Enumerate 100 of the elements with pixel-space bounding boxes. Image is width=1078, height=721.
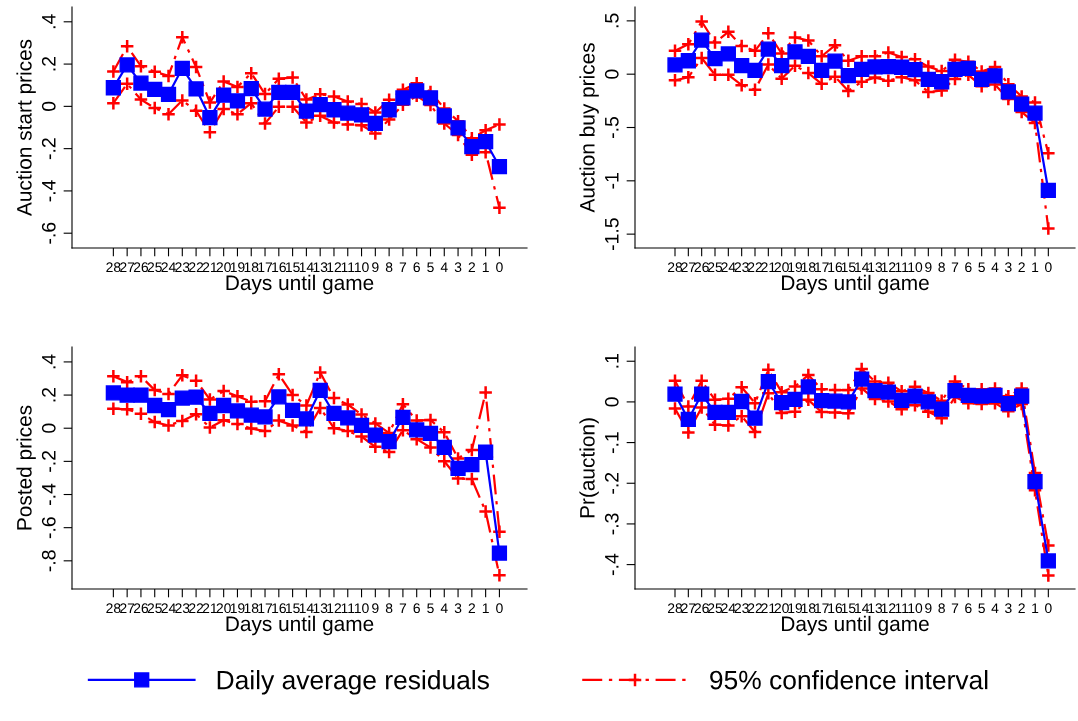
y-tick-label: -.2 (41, 451, 56, 472)
x-tick-label: 26 (694, 262, 709, 273)
x-tick-label: 1 (1032, 262, 1039, 272)
x-tick-label: 3 (454, 262, 462, 273)
x-tick-label: 16 (828, 262, 843, 273)
x-tick-label: 6 (965, 603, 972, 614)
x-tick-label: 0 (496, 603, 503, 614)
x-tick-label: 12 (881, 603, 896, 613)
x-tick-label: 26 (133, 603, 149, 614)
x-tick-label: 11 (895, 262, 909, 272)
x-tick-label: 6 (413, 603, 420, 614)
x-tick-label: 3 (1005, 262, 1012, 273)
legend-label: 95% confidence interval (710, 670, 988, 690)
x-axis-title: Days until game (226, 274, 374, 295)
y-tick-label: .1 (605, 354, 619, 368)
y-tick-label: -.8 (41, 550, 56, 572)
y-tick-label: 0 (41, 423, 56, 433)
x-tick-label: 8 (385, 262, 393, 273)
x-tick-label: 11 (341, 603, 355, 613)
x-tick-label: 20 (216, 262, 231, 273)
x-tick-label: 1 (482, 603, 489, 613)
x-tick-label: 3 (454, 603, 462, 614)
y-tick-label: 0 (41, 101, 56, 112)
x-tick-label: 12 (327, 603, 341, 613)
y-axis-title: Pr(auction) (579, 418, 599, 518)
x-tick-label: 19 (230, 603, 245, 614)
x-tick-label: 1 (1032, 603, 1039, 613)
x-tick-label: 4 (440, 262, 448, 272)
y-tick-label: -.6 (41, 517, 56, 539)
x-tick-label: 14 (855, 262, 869, 272)
x-tick-label: 17 (258, 603, 273, 613)
y-tick-label: .2 (41, 387, 56, 402)
x-tick-label: 22 (747, 262, 763, 272)
x-tick-label: 22 (747, 603, 763, 613)
x-tick-label: 7 (399, 262, 407, 272)
y-tick-label: -.4 (42, 180, 56, 202)
x-axis-title: Days until game (782, 615, 929, 636)
x-tick-label: 22 (189, 262, 204, 272)
x-tick-label: 10 (354, 262, 369, 273)
x-tick-label: 0 (1045, 603, 1052, 614)
x-tick-label: 26 (133, 262, 149, 273)
x-tick-label: 21 (761, 262, 776, 272)
x-tick-label: 6 (965, 262, 972, 273)
y-tick-label: -.2 (41, 138, 56, 160)
x-tick-label: 8 (938, 603, 945, 614)
x-tick-label: 27 (681, 262, 696, 272)
x-tick-label: 20 (216, 603, 231, 614)
x-tick-label: 15 (841, 262, 856, 273)
legend-label: Daily average residuals (217, 670, 489, 695)
x-tick-label: 4 (991, 603, 999, 613)
x-tick-label: 10 (908, 262, 923, 273)
x-tick-label: 2 (1018, 262, 1025, 272)
x-tick-label: 5 (427, 262, 434, 273)
y-axis-title: Auction buy prices (579, 43, 599, 213)
x-tick-label: 13 (313, 603, 328, 614)
x-tick-label: 20 (774, 603, 789, 614)
x-tick-label: 11 (895, 603, 909, 613)
x-tick-label: 27 (120, 603, 135, 613)
y-tick-label: -.4 (605, 553, 619, 576)
x-tick-label: 9 (372, 603, 379, 614)
x-tick-label: 21 (202, 262, 217, 272)
x-tick-label: 5 (978, 603, 985, 614)
x-tick-label: 15 (841, 603, 856, 614)
x-tick-label: 28 (667, 262, 683, 273)
x-tick-label: 17 (815, 603, 829, 613)
x-tick-label: 18 (801, 262, 816, 273)
x-tick-label: 25 (147, 262, 162, 273)
x-tick-label: 14 (855, 603, 869, 613)
y-tick-label: -.2 (604, 472, 619, 494)
x-tick-label: 28 (106, 262, 121, 273)
y-axis-title: Auction start prices (16, 39, 36, 217)
y-tick-label: .4 (42, 14, 56, 29)
x-tick-label: 26 (694, 603, 709, 614)
x-tick-label: 14 (299, 262, 314, 272)
x-tick-label: 13 (868, 262, 883, 273)
x-tick-label: 13 (868, 603, 883, 614)
x-tick-label: 27 (120, 262, 135, 272)
x-tick-label: 24 (721, 603, 736, 613)
y-axis-title: Posted prices (16, 405, 36, 530)
y-tick-label: -.1 (605, 432, 619, 454)
y-tick-label: -.4 (42, 483, 56, 505)
x-tick-label: 8 (385, 603, 393, 614)
x-tick-label: 0 (1045, 262, 1052, 273)
x-tick-label: 16 (272, 262, 286, 273)
y-tick-label: -.6 (41, 222, 56, 244)
x-tick-label: 24 (721, 262, 736, 272)
x-tick-label: 18 (244, 262, 259, 273)
x-tick-label: 21 (761, 603, 776, 613)
x-tick-label: 15 (285, 603, 300, 614)
x-tick-label: 9 (372, 262, 379, 273)
x-tick-label: 25 (147, 603, 162, 614)
x-tick-label: 23 (175, 262, 190, 273)
x-tick-label: 10 (354, 603, 369, 614)
y-tick-label: .2 (41, 56, 56, 71)
x-tick-label: 25 (707, 262, 723, 273)
x-tick-label: 21 (202, 603, 217, 613)
x-tick-label: 2 (468, 262, 476, 272)
x-tick-label: 23 (734, 262, 749, 273)
x-tick-label: 20 (774, 262, 789, 273)
x-tick-label: 23 (734, 603, 749, 614)
